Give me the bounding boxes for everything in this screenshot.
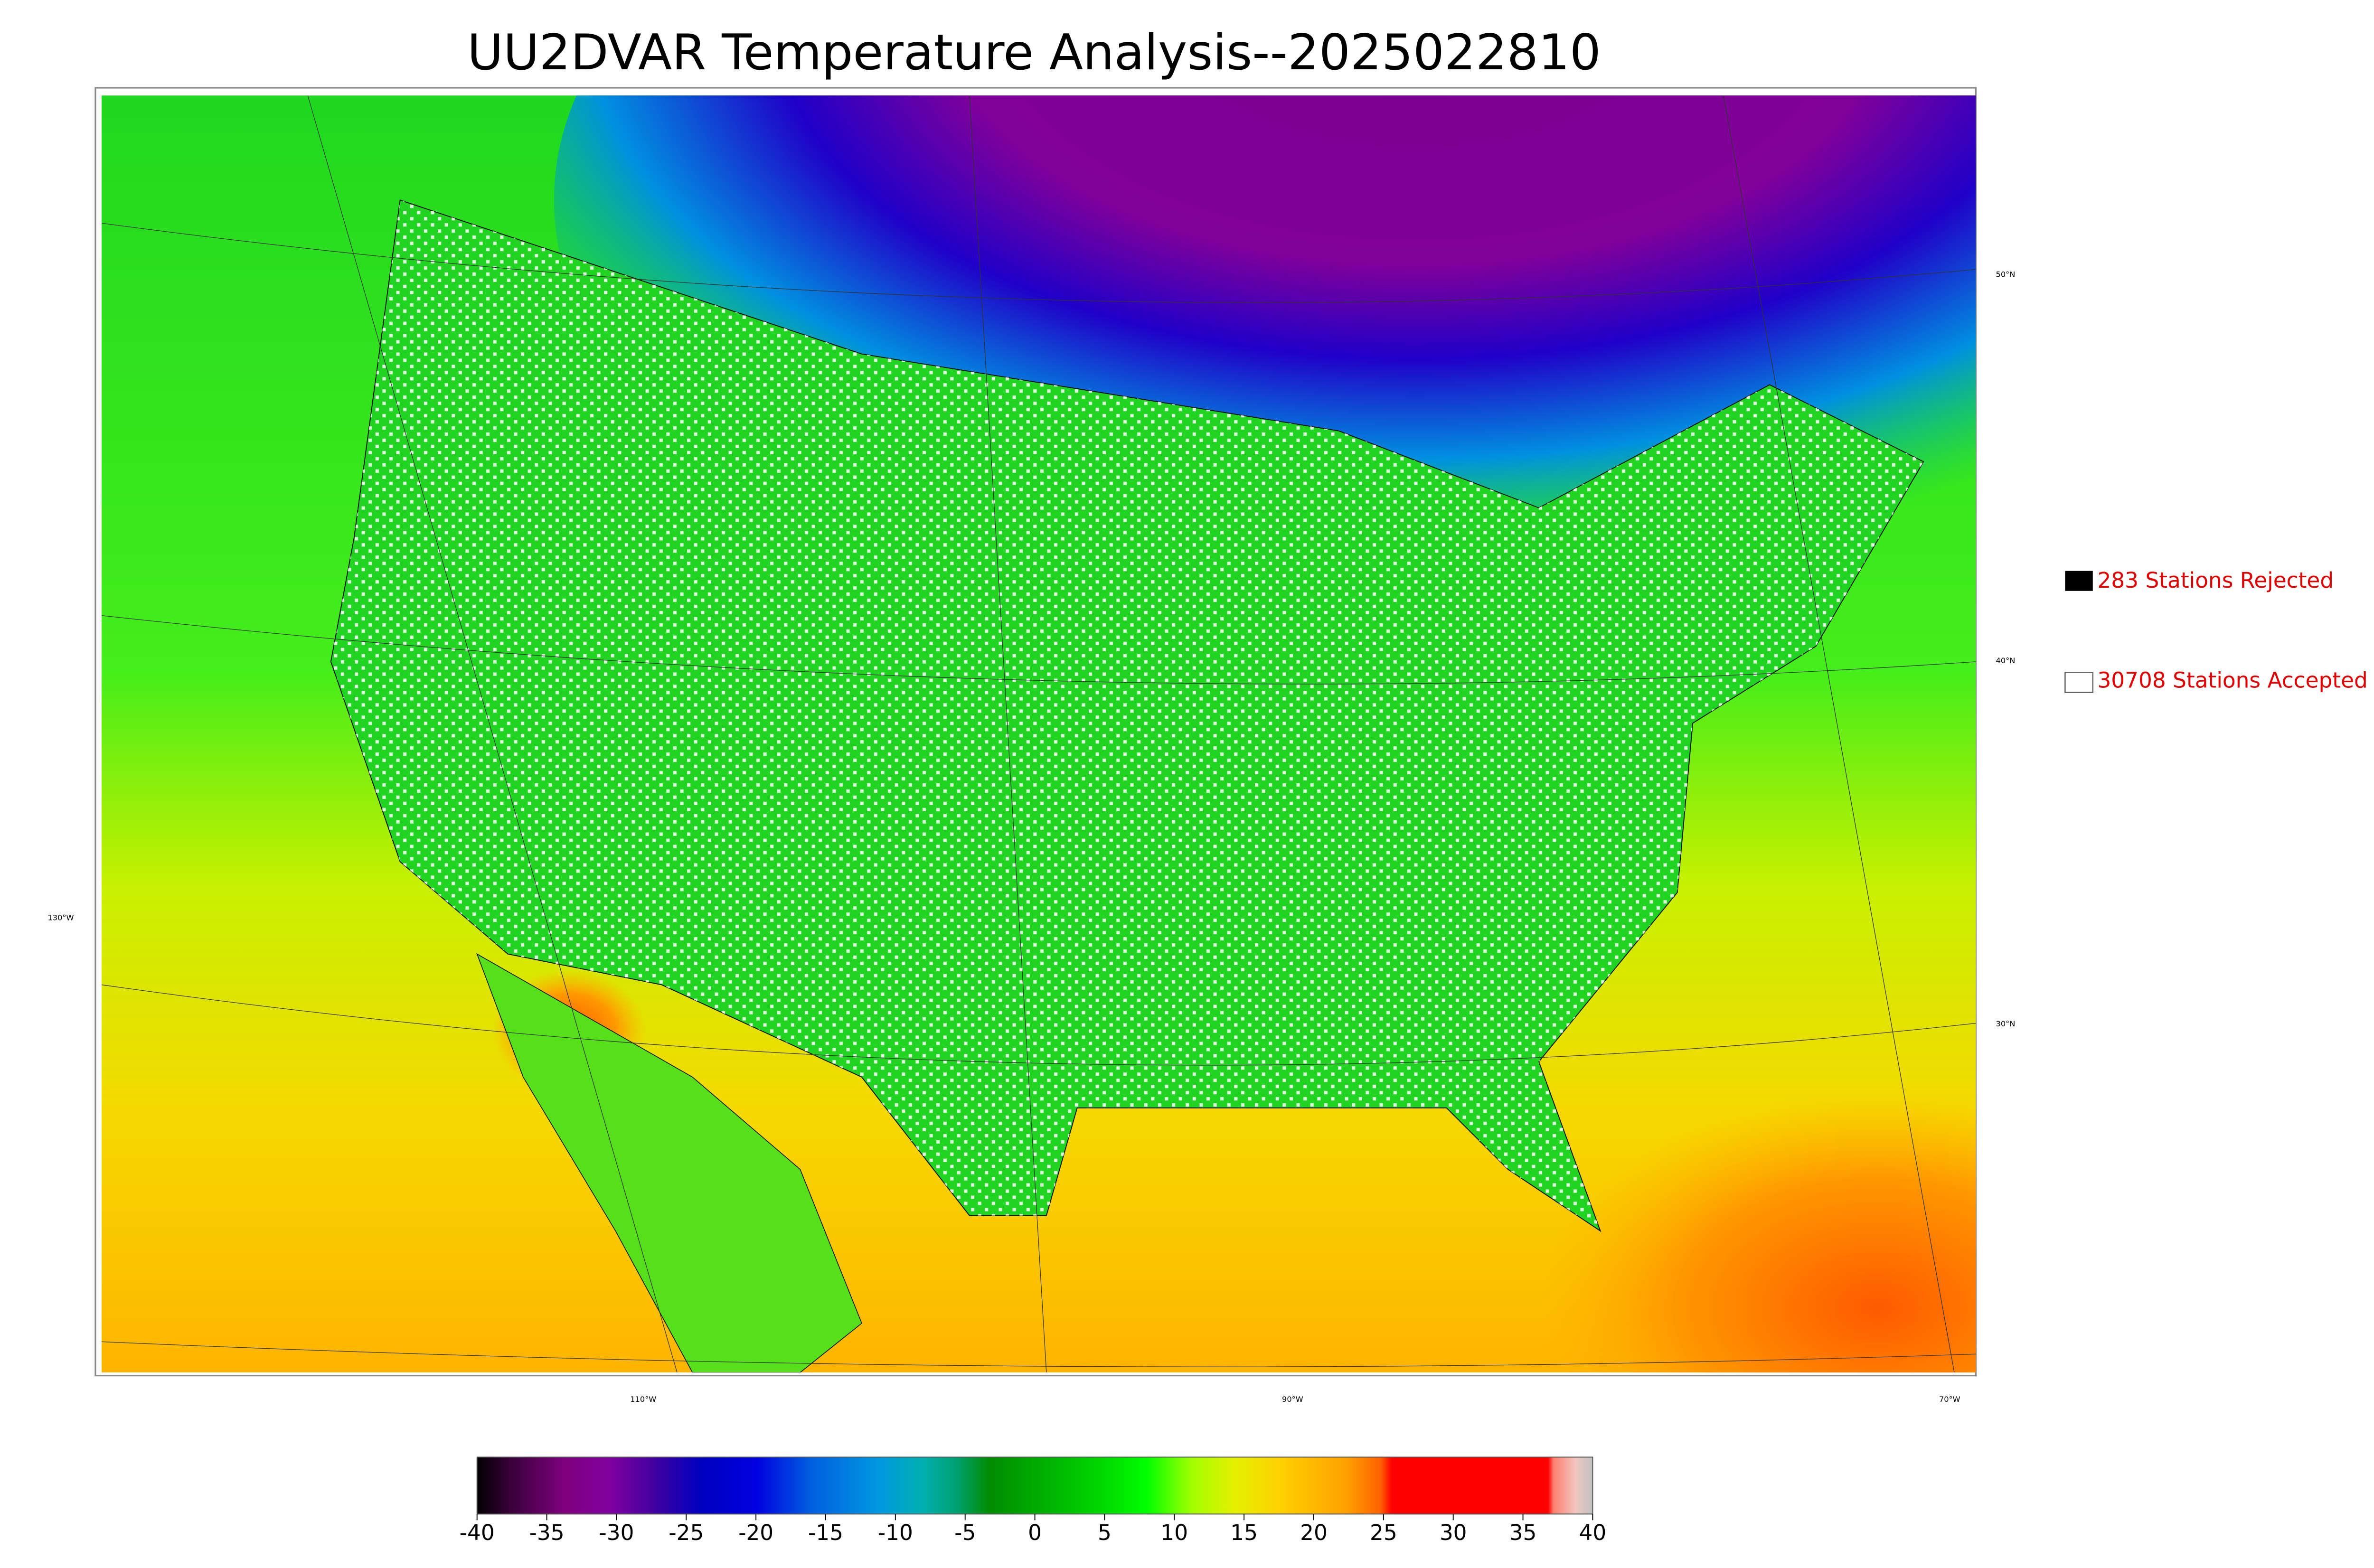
legend-label: 30708 Stations Accepted xyxy=(2097,667,2367,693)
colorbar-tick-label: -10 xyxy=(878,1520,913,1545)
colorbar-tick-label: -40 xyxy=(460,1520,495,1545)
colorbar-tick-label: 30 xyxy=(1440,1520,1467,1545)
colorbar-tick-label: 15 xyxy=(1230,1520,1258,1545)
colorbar-tick-label: 25 xyxy=(1370,1520,1397,1545)
colorbar-tick-label: 0 xyxy=(1028,1520,1042,1545)
colorbar-tick-label: -15 xyxy=(808,1520,843,1545)
legend-swatch-rejected xyxy=(2065,571,2093,591)
colorbar-tick-label: 35 xyxy=(1509,1520,1537,1545)
title: UU2DVAR Temperature Analysis--2025022810 xyxy=(467,24,1601,81)
colorbar-tick-label: -20 xyxy=(738,1520,773,1545)
colorbar-tick-label: 10 xyxy=(1160,1520,1188,1545)
colorbar-tick-label: -35 xyxy=(529,1520,565,1545)
lon-label: 90°W xyxy=(1282,1395,1303,1404)
colorbar-tick-label: 40 xyxy=(1579,1520,1607,1545)
colorbar-tick-label: -5 xyxy=(954,1520,976,1545)
colorbar-tick-label: 5 xyxy=(1098,1520,1112,1545)
legend-label: 283 Stations Rejected xyxy=(2097,568,2334,593)
station-dots xyxy=(330,200,1924,1231)
lon-label: 70°W xyxy=(1939,1395,1960,1404)
colorbar-tick-label: 20 xyxy=(1300,1520,1328,1545)
warm-area xyxy=(1539,1092,1976,1373)
colorbar-tick-label: -30 xyxy=(599,1520,634,1545)
land-mexico xyxy=(476,953,862,1373)
colorbar xyxy=(476,1456,1593,1515)
legend-swatch-accepted xyxy=(2064,672,2094,693)
graticule xyxy=(101,95,1976,1373)
colorbar-ticks: -40 -35 -30 -25 -20 -15 -10 -5 0 5 10 15 20 25 30 35 40 xyxy=(460,1514,1607,1545)
lat-label: 40°N xyxy=(1996,656,2016,665)
map xyxy=(101,95,1976,1373)
colorbar-tick-label: -25 xyxy=(669,1520,704,1545)
lat-label: 50°N xyxy=(1996,270,2016,279)
lon-label: 110°W xyxy=(630,1395,656,1404)
lat-label: 30°N xyxy=(1996,1019,2016,1028)
lon-label: 130°W xyxy=(47,913,74,922)
